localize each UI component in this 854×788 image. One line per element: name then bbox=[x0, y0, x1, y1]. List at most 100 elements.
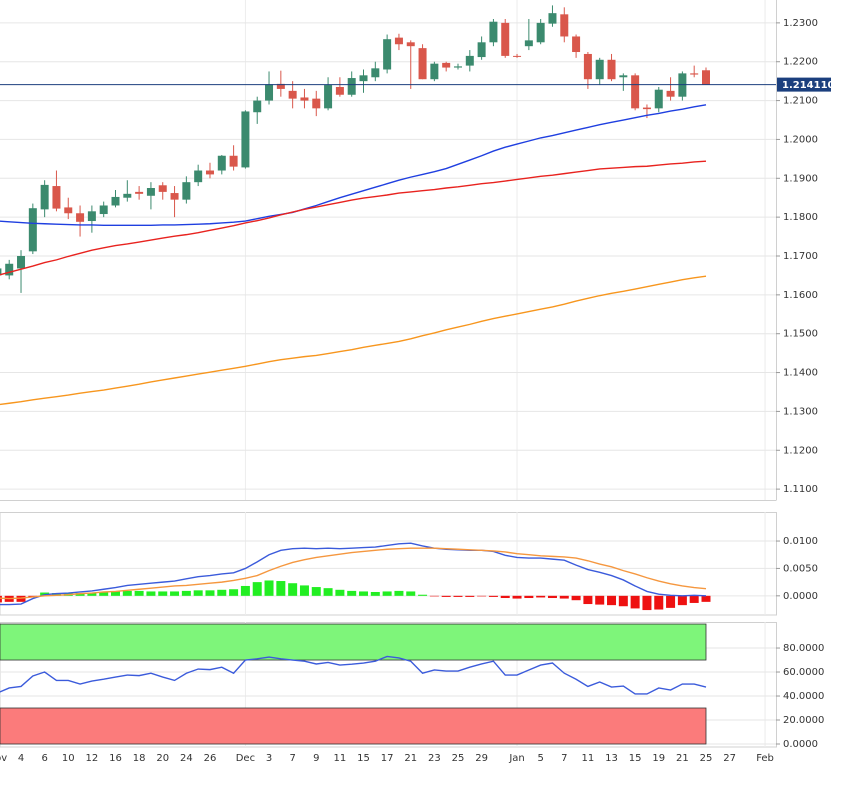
x-tick-label: Feb bbox=[756, 753, 774, 764]
candle-body bbox=[690, 73, 699, 75]
macd-frame bbox=[0, 512, 777, 616]
histogram-bar bbox=[99, 591, 109, 596]
histogram-bar bbox=[370, 591, 380, 596]
histogram-bar bbox=[583, 595, 593, 605]
candle-body bbox=[347, 78, 356, 95]
y-tick-label: 80.0000 bbox=[783, 643, 824, 654]
candle-body bbox=[312, 98, 321, 109]
candle-body bbox=[702, 70, 710, 85]
y-tick-label: 1.1900 bbox=[783, 173, 818, 184]
candle-body bbox=[572, 36, 581, 53]
frames bbox=[0, 0, 777, 748]
histogram-bar bbox=[618, 595, 628, 607]
histogram-bar bbox=[571, 595, 581, 601]
x-tick-label: 25 bbox=[452, 753, 465, 764]
candle-body bbox=[654, 89, 663, 109]
candle-body bbox=[477, 42, 486, 58]
candle-body bbox=[465, 55, 474, 66]
x-tick-label: 15 bbox=[629, 753, 642, 764]
plot-area bbox=[0, 542, 711, 611]
x-tick-label: 24 bbox=[180, 753, 193, 764]
x-tick-label: 9 bbox=[313, 753, 319, 764]
y-tick-label: 1.1100 bbox=[783, 484, 818, 495]
x-tick-label: 29 bbox=[475, 753, 488, 764]
histogram-bar bbox=[677, 595, 687, 606]
x-tick-label: 7 bbox=[561, 753, 567, 764]
x-tick-label: 21 bbox=[404, 753, 417, 764]
candle-body bbox=[536, 22, 545, 43]
candle-body bbox=[241, 111, 250, 168]
histogram-bar bbox=[441, 595, 451, 597]
histogram-bar bbox=[323, 588, 333, 596]
x-tick-label: 20 bbox=[156, 753, 169, 764]
histogram-bar bbox=[382, 591, 392, 596]
histogram-bar bbox=[477, 595, 487, 597]
histogram-bar bbox=[524, 595, 534, 599]
y-tick-label: 60.0000 bbox=[783, 667, 824, 678]
histogram-bar bbox=[536, 595, 546, 598]
candle-body bbox=[583, 53, 592, 80]
y-tick-label: 1.2300 bbox=[783, 18, 818, 29]
candle-body bbox=[5, 263, 14, 276]
histogram-bar bbox=[134, 590, 144, 596]
candle-body bbox=[99, 205, 108, 215]
candle-body bbox=[666, 90, 675, 97]
candle-body bbox=[123, 193, 132, 198]
moving-average-line bbox=[0, 275, 707, 406]
histogram-bar bbox=[335, 589, 345, 596]
histogram-bar bbox=[288, 583, 298, 596]
y-tick-label: 1.1800 bbox=[783, 212, 818, 223]
histogram-bar bbox=[666, 595, 676, 608]
histogram-bar bbox=[359, 591, 369, 596]
candle-body bbox=[28, 208, 37, 252]
histogram-bar bbox=[406, 591, 416, 596]
last-price-box bbox=[777, 77, 831, 92]
candle-body bbox=[418, 48, 427, 80]
last-price-label: 1.214110 bbox=[782, 80, 835, 91]
candle-body bbox=[394, 37, 403, 45]
histogram-bar bbox=[217, 589, 227, 596]
histogram-bar bbox=[311, 587, 321, 596]
x-tick-label: 23 bbox=[428, 753, 441, 764]
x-tick-label: 13 bbox=[605, 753, 618, 764]
x-tick-label: 3 bbox=[266, 753, 272, 764]
x-tick-label: 10 bbox=[62, 753, 75, 764]
histogram-bar bbox=[559, 595, 569, 599]
candle-body bbox=[253, 100, 262, 113]
histogram-bar bbox=[607, 595, 617, 606]
candle-body bbox=[489, 21, 498, 43]
x-tick-label: 4 bbox=[18, 753, 24, 764]
histogram-bar bbox=[595, 595, 605, 605]
x-tick-label: 19 bbox=[652, 753, 665, 764]
histogram-bar bbox=[276, 581, 286, 596]
candle-body bbox=[453, 66, 462, 68]
histogram-bar bbox=[701, 595, 711, 602]
moving-average-line bbox=[0, 160, 707, 276]
x-tick-label: 16 bbox=[109, 753, 122, 764]
x-tick-label: 7 bbox=[289, 753, 295, 764]
x-tick-label: Jan bbox=[508, 753, 524, 764]
candle-body bbox=[17, 255, 26, 269]
candle-body bbox=[182, 182, 191, 200]
x-tick-label: 17 bbox=[381, 753, 394, 764]
histogram-bar bbox=[170, 591, 180, 596]
candle-body bbox=[0, 268, 2, 276]
candle-body bbox=[158, 185, 167, 192]
histogram-bar bbox=[547, 595, 557, 599]
candle-body bbox=[595, 59, 604, 80]
histogram-bar bbox=[512, 595, 522, 599]
y-tick-label: 0.0000 bbox=[783, 739, 818, 750]
candle-body bbox=[170, 193, 179, 200]
candle-body bbox=[607, 59, 616, 80]
y-tick-label: 40.0000 bbox=[783, 691, 824, 702]
histogram-bar bbox=[630, 595, 640, 609]
histogram-bar bbox=[394, 590, 404, 596]
histogram-bar bbox=[75, 593, 85, 596]
candle-body bbox=[288, 90, 297, 99]
rsi-band bbox=[0, 623, 707, 661]
candle-body bbox=[406, 42, 415, 47]
y-tick-label: 1.2100 bbox=[783, 96, 818, 107]
histogram-bar bbox=[418, 594, 428, 596]
x-tick-label: 11 bbox=[582, 753, 595, 764]
